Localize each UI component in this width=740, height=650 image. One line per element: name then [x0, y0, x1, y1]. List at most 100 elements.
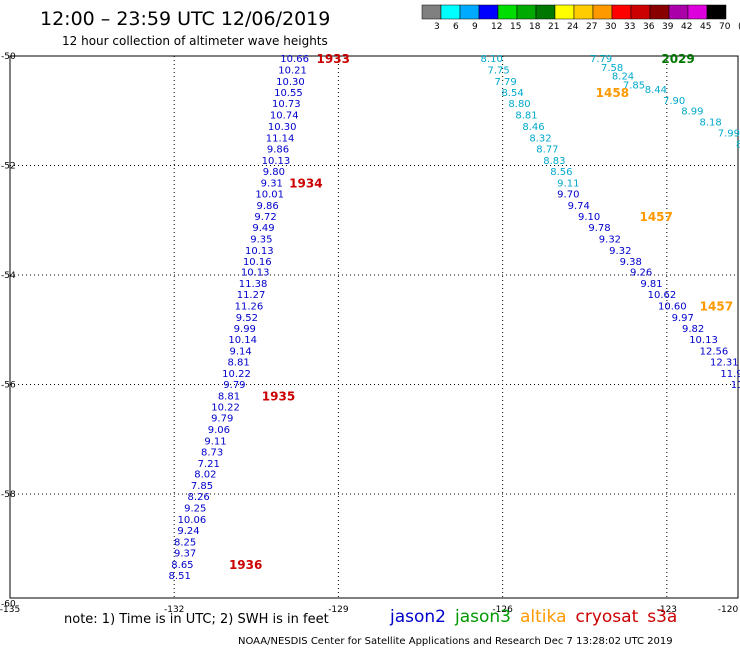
- swh-value: 10.21: [278, 66, 307, 77]
- swh-value: 9.11: [204, 436, 226, 447]
- y-tick-label: -60: [1, 599, 16, 609]
- swh-value: 11.98: [720, 369, 740, 380]
- swh-value: 10.01: [255, 189, 284, 200]
- swh-value: 11.14: [266, 134, 295, 145]
- colorbar-swatch: [516, 4, 537, 20]
- y-tick-label: -54: [1, 271, 16, 281]
- swh-value: 9.97: [672, 313, 694, 324]
- colorbar-label: 6: [453, 22, 459, 32]
- swh-value: 8.25: [174, 538, 196, 549]
- swh-value: 9.38: [620, 257, 642, 268]
- swh-value: 10.30: [268, 122, 297, 133]
- y-tick-label: -50: [1, 52, 16, 62]
- swh-value: 7.21: [198, 459, 220, 470]
- colorbar-label: 3: [434, 22, 440, 32]
- swh-value: 9.32: [599, 234, 621, 245]
- colorbar-label: 70: [719, 22, 731, 32]
- swh-value: 10.16: [243, 257, 272, 268]
- colorbar-swatch: [668, 4, 689, 20]
- colorbar-swatch: [535, 4, 556, 20]
- swh-value: 8.99: [681, 107, 703, 118]
- swh-value: 7.85: [191, 481, 213, 492]
- swh-value: 8.81: [218, 391, 240, 402]
- swh-value: 10.30: [276, 77, 305, 88]
- colorbar-label: 30: [605, 22, 617, 32]
- colorbar-swatch: [649, 4, 670, 20]
- colorbar-label: 12: [491, 22, 503, 32]
- legend-entry: s3a: [647, 607, 678, 627]
- swh-value: 9.52: [236, 313, 258, 324]
- swh-value: 9.10: [578, 212, 600, 223]
- time-label: 1458: [596, 86, 629, 100]
- swh-value: 8.10: [481, 54, 503, 65]
- chart-subtitle: 12 hour collection of altimeter wave hei…: [62, 34, 328, 48]
- satellite-legend: jason2 jason3 altika cryosat s3a: [390, 607, 686, 627]
- colorbar-label: 27: [586, 22, 598, 32]
- swh-value: 8.83: [543, 156, 565, 167]
- colorbar-label: 42: [681, 22, 693, 32]
- swh-value: 8.32: [529, 134, 551, 145]
- colorbar-label: 39: [662, 22, 674, 32]
- colorbar-swatch: [478, 4, 499, 20]
- colorbar-swatch: [459, 4, 480, 20]
- plot-frame: [9, 55, 739, 599]
- colorbar-swatch: [611, 4, 632, 20]
- legend-entry: altika: [520, 607, 567, 627]
- swh-value: 9.24: [177, 526, 199, 537]
- legend-entry: jason2: [390, 607, 446, 627]
- swh-value: 9.80: [263, 167, 285, 178]
- swh-value: 12.31: [710, 357, 739, 368]
- swh-value: 10.13: [241, 268, 270, 279]
- swh-value: 11.38: [239, 279, 268, 290]
- time-label: 2029: [661, 52, 694, 66]
- time-label: 1933: [317, 52, 350, 66]
- colorbar-swatch: [421, 4, 442, 20]
- time-label: 1934: [289, 176, 322, 190]
- swh-value: 9.72: [254, 212, 276, 223]
- swh-value: 7.75: [488, 66, 510, 77]
- swh-value: 8.81: [227, 357, 249, 368]
- swh-value: 10.14: [228, 335, 257, 346]
- swh-value: 7.90: [663, 96, 685, 107]
- swh-value: 8.73: [201, 447, 223, 458]
- swh-value: 9.11: [557, 178, 579, 189]
- swh-value: 9.06: [208, 425, 230, 436]
- swh-value: 10.13: [689, 335, 718, 346]
- swh-value: 9.78: [588, 223, 610, 234]
- legend-entry: jason3: [455, 607, 511, 627]
- swh-value: 7.79: [494, 77, 516, 88]
- swh-value: 10.62: [648, 290, 677, 301]
- swh-value: 10.55: [274, 88, 303, 99]
- colorbar-label: 15: [510, 22, 522, 32]
- swh-value: 8.81: [515, 111, 537, 122]
- swh-value: 8.46: [522, 122, 544, 133]
- legend-entry: cryosat: [575, 607, 639, 627]
- swh-value: 9.74: [568, 201, 590, 212]
- swh-value: 9.37: [174, 549, 196, 560]
- swh-value: 8.44: [645, 85, 667, 96]
- colorbar-label: 21: [548, 22, 560, 32]
- colorbar-swatch: [630, 4, 651, 20]
- y-tick-label: -58: [1, 490, 16, 500]
- swh-value: 7.58: [601, 63, 623, 74]
- time-label: 1936: [229, 558, 262, 572]
- swh-value: 10.13: [245, 246, 274, 257]
- swh-value: 9.79: [211, 413, 233, 424]
- swh-value: 9.79: [223, 380, 245, 391]
- swh-value: 9.49: [252, 223, 274, 234]
- swh-value: 7.85: [623, 80, 645, 91]
- swh-value: 8.56: [550, 167, 572, 178]
- colorbar-swatch: [573, 4, 594, 20]
- y-tick-label: -56: [1, 380, 16, 390]
- swh-value: 9.31: [261, 178, 283, 189]
- swh-value: 9.25: [184, 504, 206, 515]
- time-label: 1457: [700, 300, 733, 314]
- colorbar-swatch: [497, 4, 518, 20]
- swh-value: 9.86: [257, 201, 279, 212]
- colorbar-label: 9: [472, 22, 478, 32]
- swh-value: 9.82: [682, 324, 704, 335]
- swh-value: 8.65: [171, 560, 193, 571]
- x-tick-label: -126: [492, 605, 513, 615]
- x-tick-label: -135: [0, 605, 20, 615]
